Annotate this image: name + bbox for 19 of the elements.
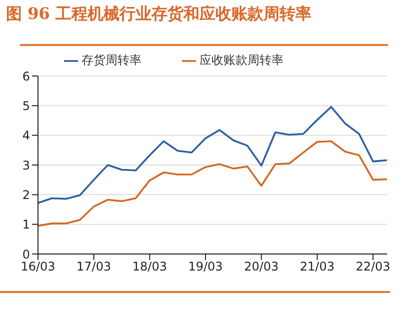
line-series (38, 106, 387, 204)
x-tick-label: 16/03 (20, 260, 56, 274)
y-tick-label: 2 (22, 188, 30, 202)
y-tick-label: 4 (22, 128, 30, 143)
chart-title: 图 96 工程机械行业存货和应收账款周转率 (6, 4, 312, 25)
legend-label: 存货周转率 (82, 53, 142, 67)
x-tick-label: 19/03 (188, 260, 223, 274)
y-tick-label: 3 (22, 158, 30, 172)
y-tick-label: 0 (22, 247, 30, 262)
x-tick-label: 20/03 (244, 260, 279, 274)
y-tick-label: 6 (22, 69, 30, 84)
x-tick-label: 17/03 (76, 260, 112, 274)
y-tick-label: 1 (22, 218, 30, 232)
x-tick-label: 21/03 (300, 260, 334, 274)
x-tick-label: 22/03 (356, 260, 390, 274)
line-series (38, 140, 387, 227)
legend-label: 应收账款周转率 (200, 53, 284, 67)
y-tick-label: 5 (22, 98, 30, 113)
x-tick-label: 18/03 (132, 260, 167, 274)
